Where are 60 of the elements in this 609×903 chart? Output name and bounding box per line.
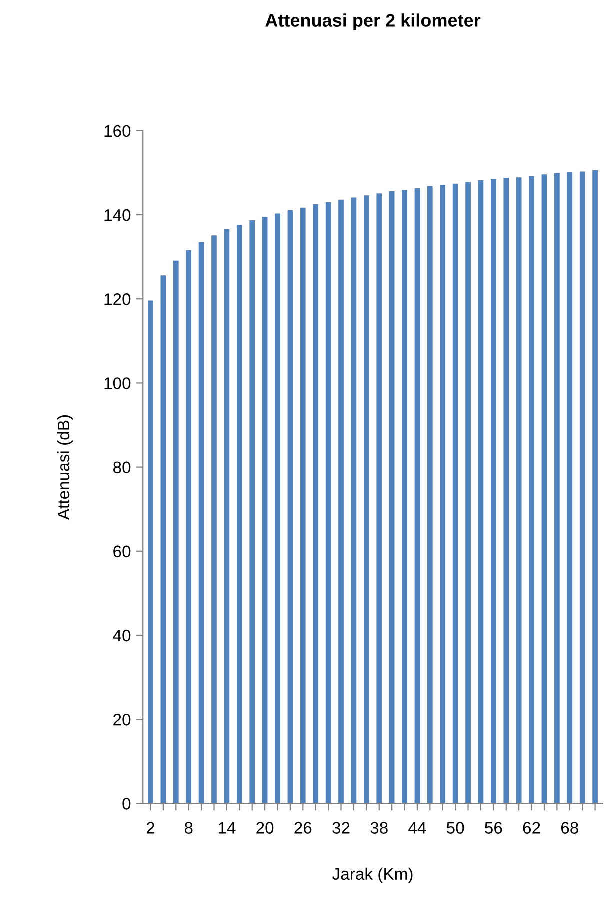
bar: [389, 191, 395, 804]
x-tick-label: 32: [332, 822, 350, 834]
x-tick-label: 2: [146, 822, 155, 834]
x-tick-label: 56: [485, 822, 502, 834]
x-tick-label: 68: [561, 822, 578, 834]
bar: [250, 220, 256, 804]
y-tick-label: 80: [113, 462, 131, 474]
bar: [466, 182, 471, 804]
bar: [516, 178, 522, 804]
y-tick-label: 20: [114, 714, 131, 726]
bar: [236, 225, 242, 804]
bar: [160, 276, 166, 804]
x-tick-label: 8: [184, 822, 193, 834]
y-tick-label: 160: [104, 125, 131, 138]
y-tick-label: 140: [104, 209, 131, 222]
bar: [504, 178, 510, 804]
bar: [592, 170, 598, 804]
bar: [440, 185, 446, 804]
x-tick-label: 44: [408, 822, 426, 834]
y-tick-label: 40: [113, 630, 131, 642]
chart-title: Attenuasi per 2 kilometer: [266, 14, 481, 31]
bar: [542, 174, 548, 804]
bar: [478, 180, 484, 804]
bar: [262, 217, 268, 804]
bar: [529, 176, 534, 804]
bar: [186, 250, 192, 804]
y-tick-label: 100: [104, 378, 131, 390]
bar: [491, 179, 496, 804]
y-tick-label: 120: [104, 294, 131, 306]
bar: [313, 204, 319, 804]
bar: [288, 210, 294, 804]
bar: [338, 200, 344, 804]
y-tick-label: 0: [122, 798, 131, 810]
bar: [173, 260, 179, 804]
bar: [428, 186, 433, 804]
x-tick-label: 38: [370, 822, 388, 834]
bar: [580, 172, 586, 804]
x-tick-label: 62: [523, 822, 540, 834]
bar: [402, 190, 408, 804]
bar: [212, 236, 217, 804]
bar: [326, 202, 332, 804]
y-tick-label: 60: [114, 546, 131, 558]
x-tick-label: 50: [446, 822, 464, 834]
bar: [376, 194, 382, 804]
bar: [148, 300, 154, 804]
bar: [554, 173, 560, 804]
bar: [364, 196, 370, 804]
bar: [198, 242, 204, 804]
bar: [567, 172, 573, 804]
x-axis-title: Jarak (Km): [332, 868, 413, 884]
x-tick-label: 20: [256, 822, 274, 834]
x-tick-label: 26: [294, 822, 312, 834]
bar: [452, 184, 458, 804]
y-axis-title: Attenuasi (dB): [57, 416, 73, 520]
bar: [414, 188, 420, 804]
bar: [275, 214, 280, 804]
x-tick-label: 14: [218, 822, 236, 834]
bar: [351, 198, 357, 804]
bar: [300, 208, 306, 804]
bar: [224, 229, 230, 804]
